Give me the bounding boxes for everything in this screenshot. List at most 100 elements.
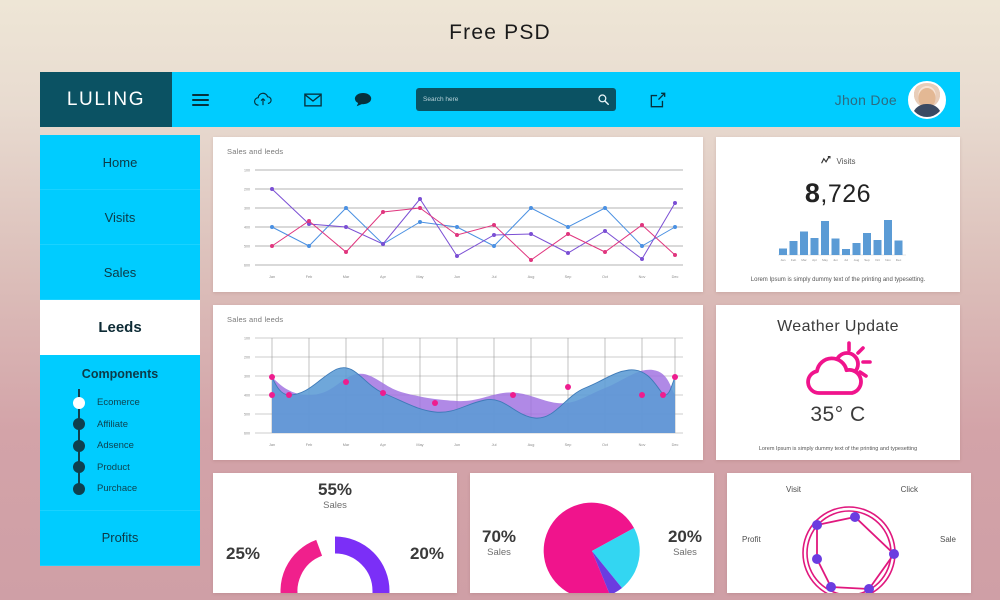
sidebar-item-visits[interactable]: Visits: [40, 190, 200, 245]
main-content: Sales and leeds 100 200 300 400: [200, 127, 971, 600]
dashboard-row-3: 55% Sales 25% 20%: [213, 473, 971, 593]
search-icon[interactable]: [598, 94, 609, 105]
radar-chart[interactable]: [727, 473, 971, 593]
sidebar-item-label: Visits: [104, 209, 136, 225]
sidebar-item-sales[interactable]: Sales: [40, 245, 200, 300]
svg-text:Apr: Apr: [812, 258, 817, 262]
radar-label-visit: Visit: [786, 485, 801, 494]
sidebar-item-home[interactable]: Home: [40, 135, 200, 190]
svg-text:200: 200: [244, 356, 250, 360]
brand-logo[interactable]: LULING: [40, 72, 172, 127]
svg-text:Jun: Jun: [454, 443, 460, 447]
sidebar-item-label: Affiliate: [97, 418, 128, 430]
svg-text:Nov: Nov: [639, 443, 646, 447]
area-series-blue: [272, 367, 675, 433]
donut-top-sub: Sales: [323, 500, 347, 511]
svg-text:Dec: Dec: [896, 258, 902, 262]
sidebar-item-leeds[interactable]: Leeds: [40, 300, 200, 355]
svg-text:Dec: Dec: [672, 275, 679, 279]
svg-text:400: 400: [244, 226, 250, 230]
pie-right-sub: Sales: [673, 547, 697, 558]
svg-text:Feb: Feb: [306, 443, 313, 447]
svg-text:Mar: Mar: [801, 258, 806, 262]
app-window: LULING: [40, 72, 971, 600]
svg-text:300: 300: [244, 375, 250, 379]
bullet-dot-icon: [73, 482, 85, 495]
svg-text:100: 100: [244, 337, 250, 341]
svg-text:100: 100: [244, 169, 250, 173]
bullet-dot-icon: [73, 461, 85, 474]
svg-text:500: 500: [244, 245, 250, 249]
sidebar-item-affiliate[interactable]: Affiliate: [73, 414, 200, 436]
donut-right-pct: 20%: [409, 544, 444, 563]
cloud-upload-icon[interactable]: [238, 72, 288, 127]
svg-text:500: 500: [244, 413, 250, 417]
components-title: Components: [81, 367, 159, 381]
trend-line-icon: [820, 152, 832, 170]
svg-text:May: May: [416, 275, 423, 279]
user-name-label: Jhon Doe: [834, 91, 897, 108]
avatar[interactable]: [908, 80, 946, 119]
svg-text:Aug: Aug: [854, 258, 860, 262]
pie-right-pct: 20%: [667, 527, 702, 546]
sidebar: Home Visits Sales Leeds Components Ecome…: [40, 127, 200, 600]
card-metrics-radar: Visit Click Sale Profit: [727, 473, 971, 593]
sidebar-item-product[interactable]: Product: [73, 457, 200, 479]
svg-text:May: May: [416, 443, 423, 447]
pie-left-sub: Sales: [487, 547, 511, 558]
pie-left-pct: 70%: [482, 527, 517, 546]
sidebar-item-purchace[interactable]: Purchace: [73, 478, 200, 500]
bullet-dot-icon: [73, 439, 85, 452]
svg-text:Jun: Jun: [833, 258, 838, 262]
svg-text:Aug: Aug: [528, 275, 535, 279]
chart-title: Sales and leeds: [227, 315, 284, 324]
donut-slice-sales: [280, 536, 390, 593]
visits-header: Visits: [716, 137, 960, 170]
svg-text:Jul: Jul: [492, 275, 497, 279]
weather-temperature: 35° C: [810, 403, 866, 426]
sidebar-item-label: Home: [102, 154, 138, 170]
svg-text:600: 600: [244, 432, 250, 436]
donut-left-pct: 25%: [226, 544, 261, 563]
card-visits: Visits 8,726: [716, 137, 960, 292]
svg-text:Apr: Apr: [380, 443, 387, 447]
pie-slice-20: [592, 528, 640, 588]
sun-cloud-icon: [716, 339, 960, 401]
chart-title: Sales and leeds: [227, 147, 284, 156]
mail-icon[interactable]: [288, 72, 338, 127]
visits-footer-text: Lorem Ipsum is simply dummy text of the …: [750, 277, 926, 283]
svg-text:Aug: Aug: [528, 443, 535, 447]
sidebar-item-profits[interactable]: Profits: [40, 510, 200, 566]
card-sales-donut: 55% Sales 25% 20%: [213, 473, 457, 593]
card-sales-and-leeds-area: Sales and leeds: [213, 305, 703, 460]
line-chart[interactable]: 100 200 300 400 500 600 Jan Feb Mar Apr May Ju…: [213, 156, 703, 288]
sidebar-item-label: Ecomerce: [97, 397, 140, 409]
pie-slice-10: [592, 551, 622, 593]
share-icon[interactable]: [644, 72, 672, 127]
svg-text:Feb: Feb: [306, 275, 313, 279]
svg-text:Oct: Oct: [875, 258, 880, 262]
components-sub-list: Ecomerce Affiliate Adsence Product: [40, 389, 200, 500]
svg-text:Nov: Nov: [639, 275, 646, 279]
visits-bar-chart[interactable]: Jan Feb Mar Apr May Jun Jul Aug Sep Oct Nov De…: [716, 213, 960, 265]
donut-top-label: 55% Sales: [213, 481, 457, 511]
chat-icon[interactable]: [338, 72, 388, 127]
svg-text:300: 300: [244, 207, 250, 211]
svg-text:Jan: Jan: [781, 258, 786, 262]
sidebar-item-ecomerce[interactable]: Ecomerce: [73, 392, 200, 414]
svg-text:Jul: Jul: [844, 258, 848, 262]
pie-chart[interactable]: [470, 473, 714, 593]
svg-text:Dec: Dec: [672, 443, 679, 447]
donut-top-pct: 55%: [317, 480, 353, 499]
area-chart[interactable]: 100 200 300 400 500 600 Jan Feb Mar Apr May Ju…: [213, 324, 703, 456]
hamburger-menu-icon[interactable]: [172, 72, 228, 127]
search-bar[interactable]: [416, 88, 616, 111]
search-input[interactable]: [423, 96, 598, 103]
svg-text:Mar: Mar: [343, 275, 350, 279]
dashboard-row-1: Sales and leeds 100 200 300 400: [213, 137, 971, 292]
sidebar-item-adsence[interactable]: Adsence: [73, 435, 200, 457]
top-navigation-bar: LULING: [40, 72, 960, 127]
donut-chart[interactable]: [213, 473, 457, 593]
weather-title: Weather Update: [777, 318, 899, 335]
svg-text:Nov: Nov: [885, 258, 891, 262]
